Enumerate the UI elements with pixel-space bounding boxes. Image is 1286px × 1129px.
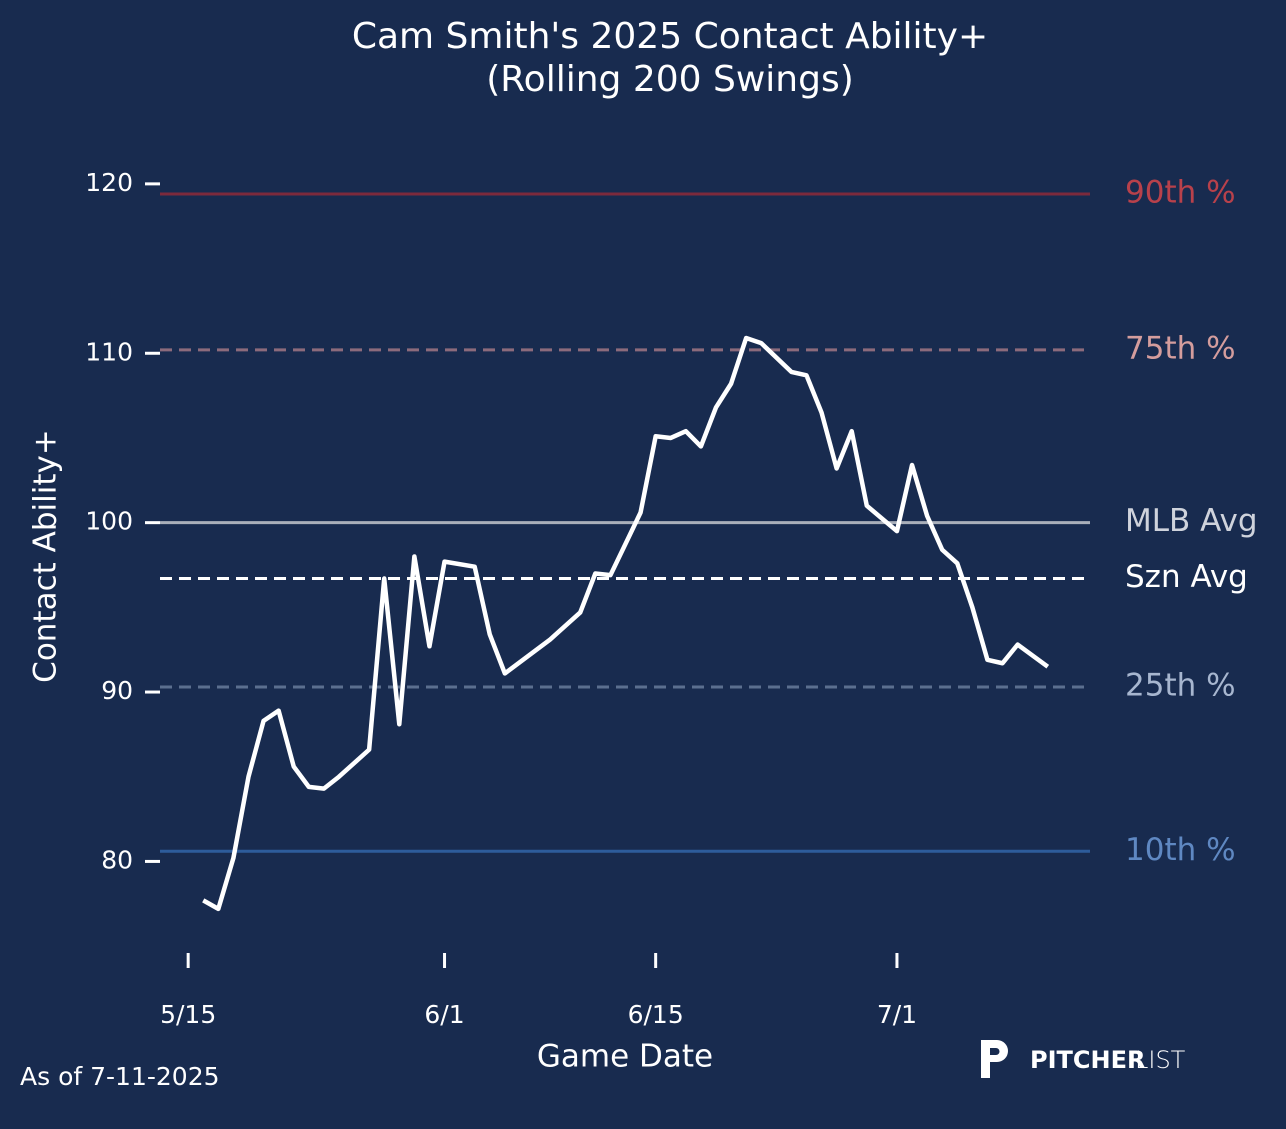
x-tick-label: 7/1 [877,1000,917,1029]
logo-text-light: LIST [1135,1046,1186,1074]
x-axis-label: Game Date [537,1039,713,1075]
chart-title: Cam Smith's 2025 Contact Ability+ [352,16,988,57]
y-tick-label: 100 [85,507,133,536]
reference-label: 10th % [1125,832,1236,868]
x-tick-label: 6/15 [628,1000,684,1029]
reference-label: 90th % [1125,175,1236,211]
y-tick-label: 110 [85,337,133,366]
x-tick-label: 6/1 [424,1000,464,1029]
y-tick-label: 90 [101,676,133,705]
reference-label: 75th % [1125,330,1236,366]
reference-label: 25th % [1125,667,1236,703]
reference-label: MLB Avg [1125,503,1258,539]
logo: PITCHER LIST [981,1040,1186,1078]
x-tick-label: 5/15 [160,1000,216,1029]
data-line [202,335,1050,912]
y-tick-label: 120 [85,168,133,197]
y-tick-label: 80 [101,845,133,874]
y-axis-label: Contact Ability+ [28,429,64,683]
chart-subtitle: (Rolling 200 Swings) [486,59,854,100]
logo-text-bold: PITCHER [1030,1046,1145,1074]
logo-icon [981,1040,1008,1078]
reference-label: Szn Avg [1125,559,1248,595]
footnote: As of 7-11-2025 [20,1062,220,1091]
